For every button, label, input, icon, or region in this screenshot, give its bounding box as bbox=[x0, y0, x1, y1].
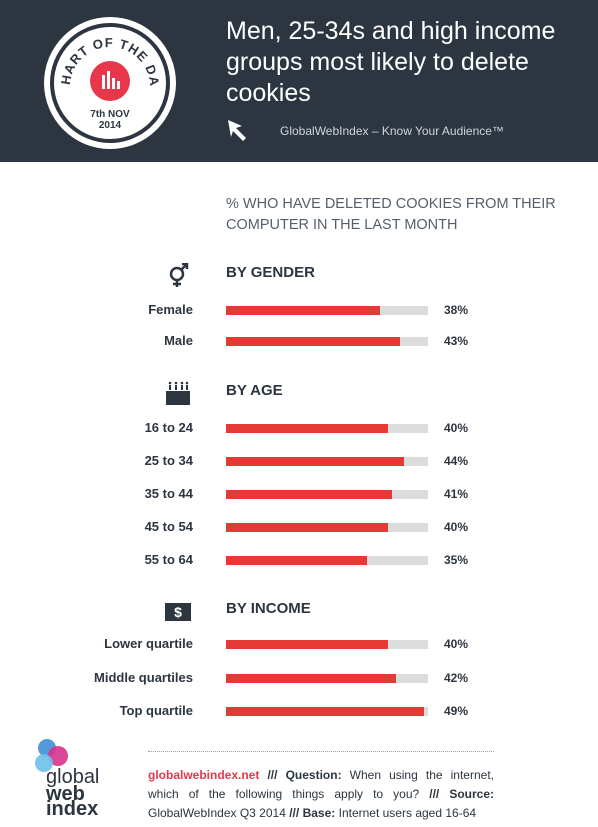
bar bbox=[226, 306, 380, 315]
bar bbox=[226, 674, 396, 683]
logo-word-index: index bbox=[46, 798, 99, 820]
bar-track bbox=[226, 337, 428, 346]
bar bbox=[226, 556, 368, 565]
category-label: 16 to 24 bbox=[144, 420, 193, 435]
bar bbox=[226, 337, 400, 346]
badge-ring bbox=[50, 23, 170, 143]
bar bbox=[226, 640, 388, 649]
bar-track bbox=[226, 640, 428, 649]
chart-subtitle: % WHO HAVE DELETED COOKIES FROM THEIR CO… bbox=[226, 196, 556, 233]
footer-source-text: GlobalWebIndex Q3 2014 bbox=[148, 806, 286, 820]
svg-text:$: $ bbox=[174, 604, 182, 620]
footer-notes: globalwebindex.net /// Question: When us… bbox=[148, 766, 494, 823]
category-label: 25 to 34 bbox=[144, 453, 193, 468]
footer-separator: /// bbox=[429, 787, 440, 801]
bar bbox=[226, 424, 388, 433]
category-label: Middle quartiles bbox=[94, 670, 193, 685]
badge-date-year: 2014 bbox=[98, 120, 122, 131]
gender-icon bbox=[164, 262, 192, 287]
data-label: 40% bbox=[444, 421, 469, 435]
footer-separator: /// bbox=[267, 768, 278, 782]
dollar-icon: $ bbox=[164, 599, 192, 623]
logo-word-web: web bbox=[46, 783, 85, 805]
bar bbox=[226, 707, 424, 716]
globalwebindex-logo bbox=[35, 739, 68, 772]
footer-base-label: Base: bbox=[302, 806, 336, 820]
category-label: Female bbox=[148, 302, 193, 317]
data-label: 40% bbox=[444, 637, 469, 651]
bar-track bbox=[226, 457, 428, 466]
footer-source-label: Source: bbox=[449, 787, 494, 801]
bar bbox=[226, 523, 388, 532]
bar bbox=[226, 490, 392, 499]
bar-track bbox=[226, 424, 428, 433]
category-label: 45 to 54 bbox=[144, 519, 193, 534]
data-label: 41% bbox=[444, 487, 469, 501]
cursor-arrow-icon bbox=[228, 120, 246, 141]
data-label: 43% bbox=[444, 334, 469, 348]
birthday-cake-icon bbox=[164, 381, 192, 405]
footer-base-text: Internet users aged 16-64 bbox=[338, 806, 477, 820]
badge-date: 7th NOV 2014 bbox=[44, 109, 176, 131]
badge-date-day: 7th NOV bbox=[90, 109, 130, 120]
page-title: Men, 25-34s and high income groups most … bbox=[226, 17, 556, 107]
data-label: 38% bbox=[444, 303, 469, 317]
bar-track bbox=[226, 306, 428, 315]
data-label: 40% bbox=[444, 520, 469, 534]
section-title: BY GENDER bbox=[226, 264, 315, 281]
bar-track bbox=[226, 556, 428, 565]
data-label: 44% bbox=[444, 454, 469, 468]
category-label: Lower quartile bbox=[104, 636, 193, 651]
bar-track bbox=[226, 707, 428, 716]
category-label: 35 to 44 bbox=[144, 486, 193, 501]
bar-track bbox=[226, 523, 428, 532]
section-title: BY AGE bbox=[226, 382, 283, 399]
data-label: 49% bbox=[444, 704, 469, 718]
logo-word-global: global bbox=[46, 766, 100, 788]
footer-separator: /// bbox=[289, 806, 300, 820]
bar bbox=[226, 457, 404, 466]
data-label: 35% bbox=[444, 553, 469, 567]
category-label: Male bbox=[164, 333, 193, 348]
category-label: 55 to 64 bbox=[144, 552, 193, 567]
section-title: BY INCOME bbox=[226, 600, 311, 617]
footer-site-link[interactable]: globalwebindex.net bbox=[148, 768, 260, 782]
category-label: Top quartile bbox=[119, 703, 193, 718]
credit-line: GlobalWebIndex – Know Your Audience™ bbox=[280, 124, 504, 138]
header: CHART OF THE DAY 7th NOV 2014 Men, 25-34… bbox=[0, 0, 598, 162]
bar-track bbox=[226, 674, 428, 683]
chart-of-the-day-badge: CHART OF THE DAY 7th NOV 2014 bbox=[44, 17, 176, 149]
footer-question-label: Question: bbox=[285, 768, 342, 782]
footer-divider bbox=[148, 751, 494, 752]
data-label: 42% bbox=[444, 671, 469, 685]
bar-chart-icon bbox=[90, 61, 130, 101]
footer-question-text: When using the internet, which of the fo… bbox=[148, 768, 494, 801]
bar-track bbox=[226, 490, 428, 499]
